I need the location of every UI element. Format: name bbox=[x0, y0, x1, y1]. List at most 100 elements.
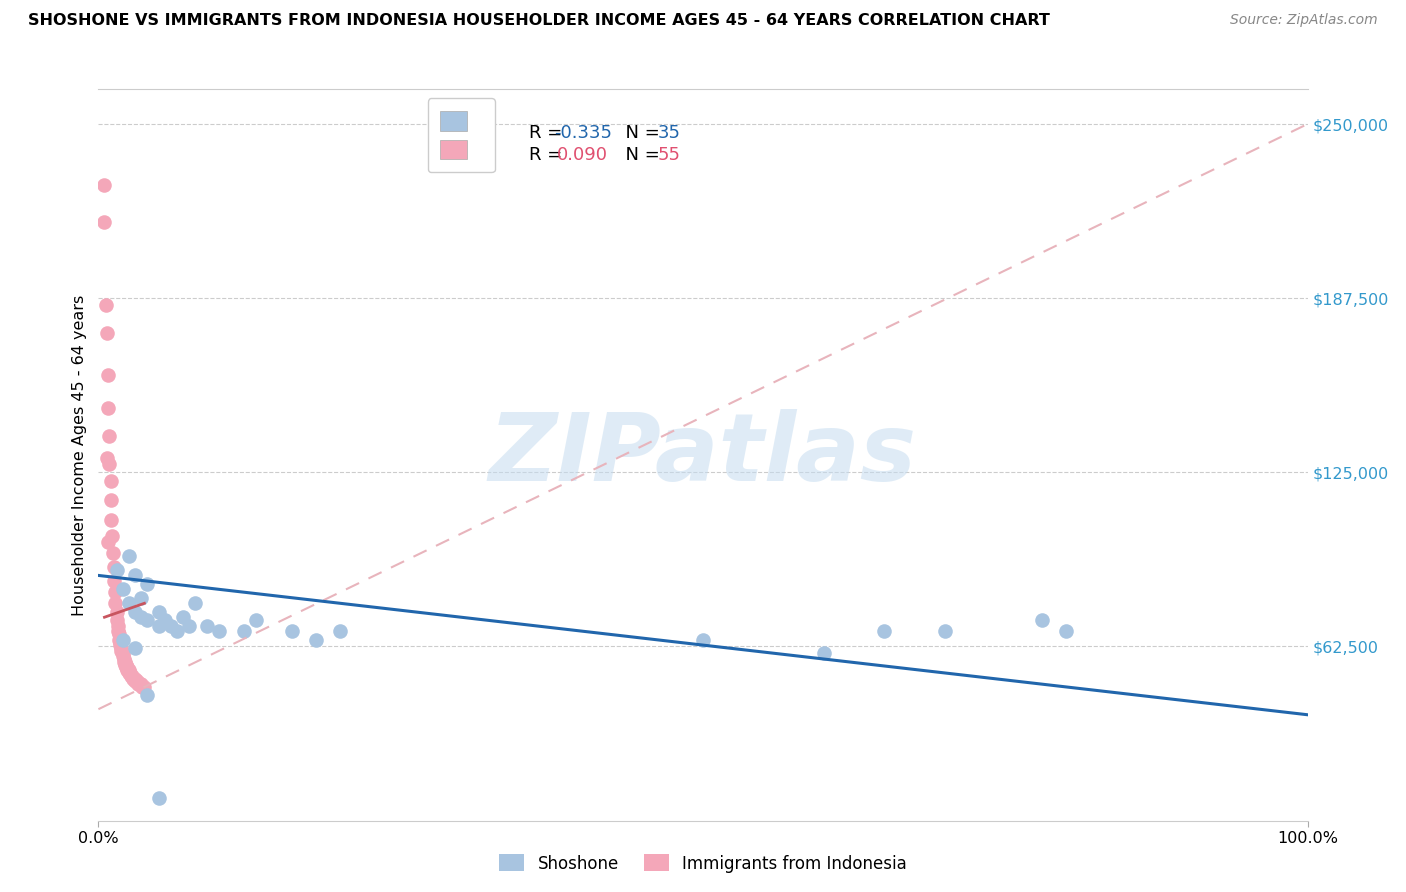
Point bbox=[100, 513, 122, 527]
Point bbox=[108, 632, 131, 647]
Text: R =: R = bbox=[529, 146, 574, 164]
Point bbox=[96, 451, 118, 466]
Point bbox=[148, 605, 170, 619]
Point bbox=[118, 596, 141, 610]
Point bbox=[112, 652, 135, 666]
Legend: , : , bbox=[427, 98, 495, 172]
Point bbox=[115, 657, 138, 672]
Legend: Shoshone, Immigrants from Indonesia: Shoshone, Immigrants from Indonesia bbox=[492, 847, 914, 880]
Point bbox=[114, 657, 136, 672]
Point bbox=[122, 672, 145, 686]
Point bbox=[148, 791, 170, 805]
Point bbox=[124, 674, 146, 689]
Point bbox=[105, 613, 128, 627]
Point bbox=[134, 680, 156, 694]
Point bbox=[934, 624, 956, 639]
Point bbox=[111, 649, 134, 664]
Point bbox=[245, 613, 267, 627]
Point bbox=[208, 624, 231, 639]
Point bbox=[121, 669, 143, 683]
Point bbox=[103, 560, 125, 574]
Point bbox=[96, 326, 118, 340]
Point bbox=[179, 618, 201, 632]
Point bbox=[153, 613, 176, 627]
Point bbox=[305, 632, 328, 647]
Point bbox=[118, 665, 141, 680]
Point bbox=[125, 674, 148, 689]
Point bbox=[100, 474, 122, 488]
Text: N =: N = bbox=[614, 124, 666, 142]
Point bbox=[118, 549, 141, 563]
Text: ZIPatlas: ZIPatlas bbox=[489, 409, 917, 501]
Point bbox=[124, 640, 146, 655]
Point bbox=[98, 429, 121, 443]
Point bbox=[195, 618, 218, 632]
Point bbox=[111, 582, 134, 597]
Point bbox=[108, 627, 131, 641]
Point bbox=[105, 605, 128, 619]
Point bbox=[110, 640, 132, 655]
Point bbox=[127, 674, 149, 689]
Point bbox=[135, 613, 157, 627]
Point bbox=[127, 677, 149, 691]
Text: R =: R = bbox=[529, 124, 568, 142]
Point bbox=[172, 610, 194, 624]
Point bbox=[108, 638, 131, 652]
Point bbox=[115, 660, 138, 674]
Point bbox=[104, 596, 127, 610]
Point bbox=[124, 605, 146, 619]
Point bbox=[105, 563, 128, 577]
Point bbox=[94, 298, 117, 312]
Point bbox=[232, 624, 254, 639]
Text: 35: 35 bbox=[657, 124, 681, 142]
Point bbox=[148, 618, 170, 632]
Point bbox=[129, 591, 152, 605]
Point bbox=[692, 632, 714, 647]
Point bbox=[1054, 624, 1077, 639]
Text: 0.090: 0.090 bbox=[557, 146, 609, 164]
Point bbox=[131, 680, 153, 694]
Point bbox=[107, 618, 129, 632]
Point bbox=[281, 624, 304, 639]
Point bbox=[97, 535, 120, 549]
Point bbox=[117, 663, 139, 677]
Point bbox=[111, 647, 134, 661]
Point bbox=[111, 632, 134, 647]
Point bbox=[129, 677, 152, 691]
Point bbox=[128, 677, 150, 691]
Point bbox=[93, 178, 115, 193]
Point bbox=[107, 624, 129, 639]
Point bbox=[93, 214, 115, 228]
Point bbox=[103, 574, 125, 588]
Point bbox=[97, 368, 120, 382]
Point bbox=[132, 680, 155, 694]
Point bbox=[118, 663, 141, 677]
Point bbox=[100, 529, 122, 543]
Point bbox=[110, 643, 132, 657]
Text: SHOSHONE VS IMMIGRANTS FROM INDONESIA HOUSEHOLDER INCOME AGES 45 - 64 YEARS CORR: SHOSHONE VS IMMIGRANTS FROM INDONESIA HO… bbox=[28, 13, 1050, 29]
Point bbox=[97, 401, 120, 416]
Point bbox=[184, 596, 207, 610]
Point bbox=[98, 457, 121, 471]
Point bbox=[117, 660, 139, 674]
Point bbox=[813, 647, 835, 661]
Point bbox=[100, 493, 122, 508]
Point bbox=[135, 688, 157, 702]
Point bbox=[108, 635, 131, 649]
Point bbox=[101, 546, 124, 560]
Text: Source: ZipAtlas.com: Source: ZipAtlas.com bbox=[1230, 13, 1378, 28]
Point bbox=[124, 672, 146, 686]
Point bbox=[124, 568, 146, 582]
Point bbox=[329, 624, 352, 639]
Point bbox=[120, 669, 142, 683]
Point bbox=[104, 585, 127, 599]
Text: 55: 55 bbox=[657, 146, 681, 164]
Point bbox=[166, 624, 188, 639]
Point bbox=[1031, 613, 1053, 627]
Text: -0.335: -0.335 bbox=[554, 124, 612, 142]
Point bbox=[114, 655, 136, 669]
Point bbox=[135, 576, 157, 591]
Text: N =: N = bbox=[614, 146, 666, 164]
Point bbox=[129, 610, 152, 624]
Y-axis label: Householder Income Ages 45 - 64 years: Householder Income Ages 45 - 64 years bbox=[72, 294, 87, 615]
